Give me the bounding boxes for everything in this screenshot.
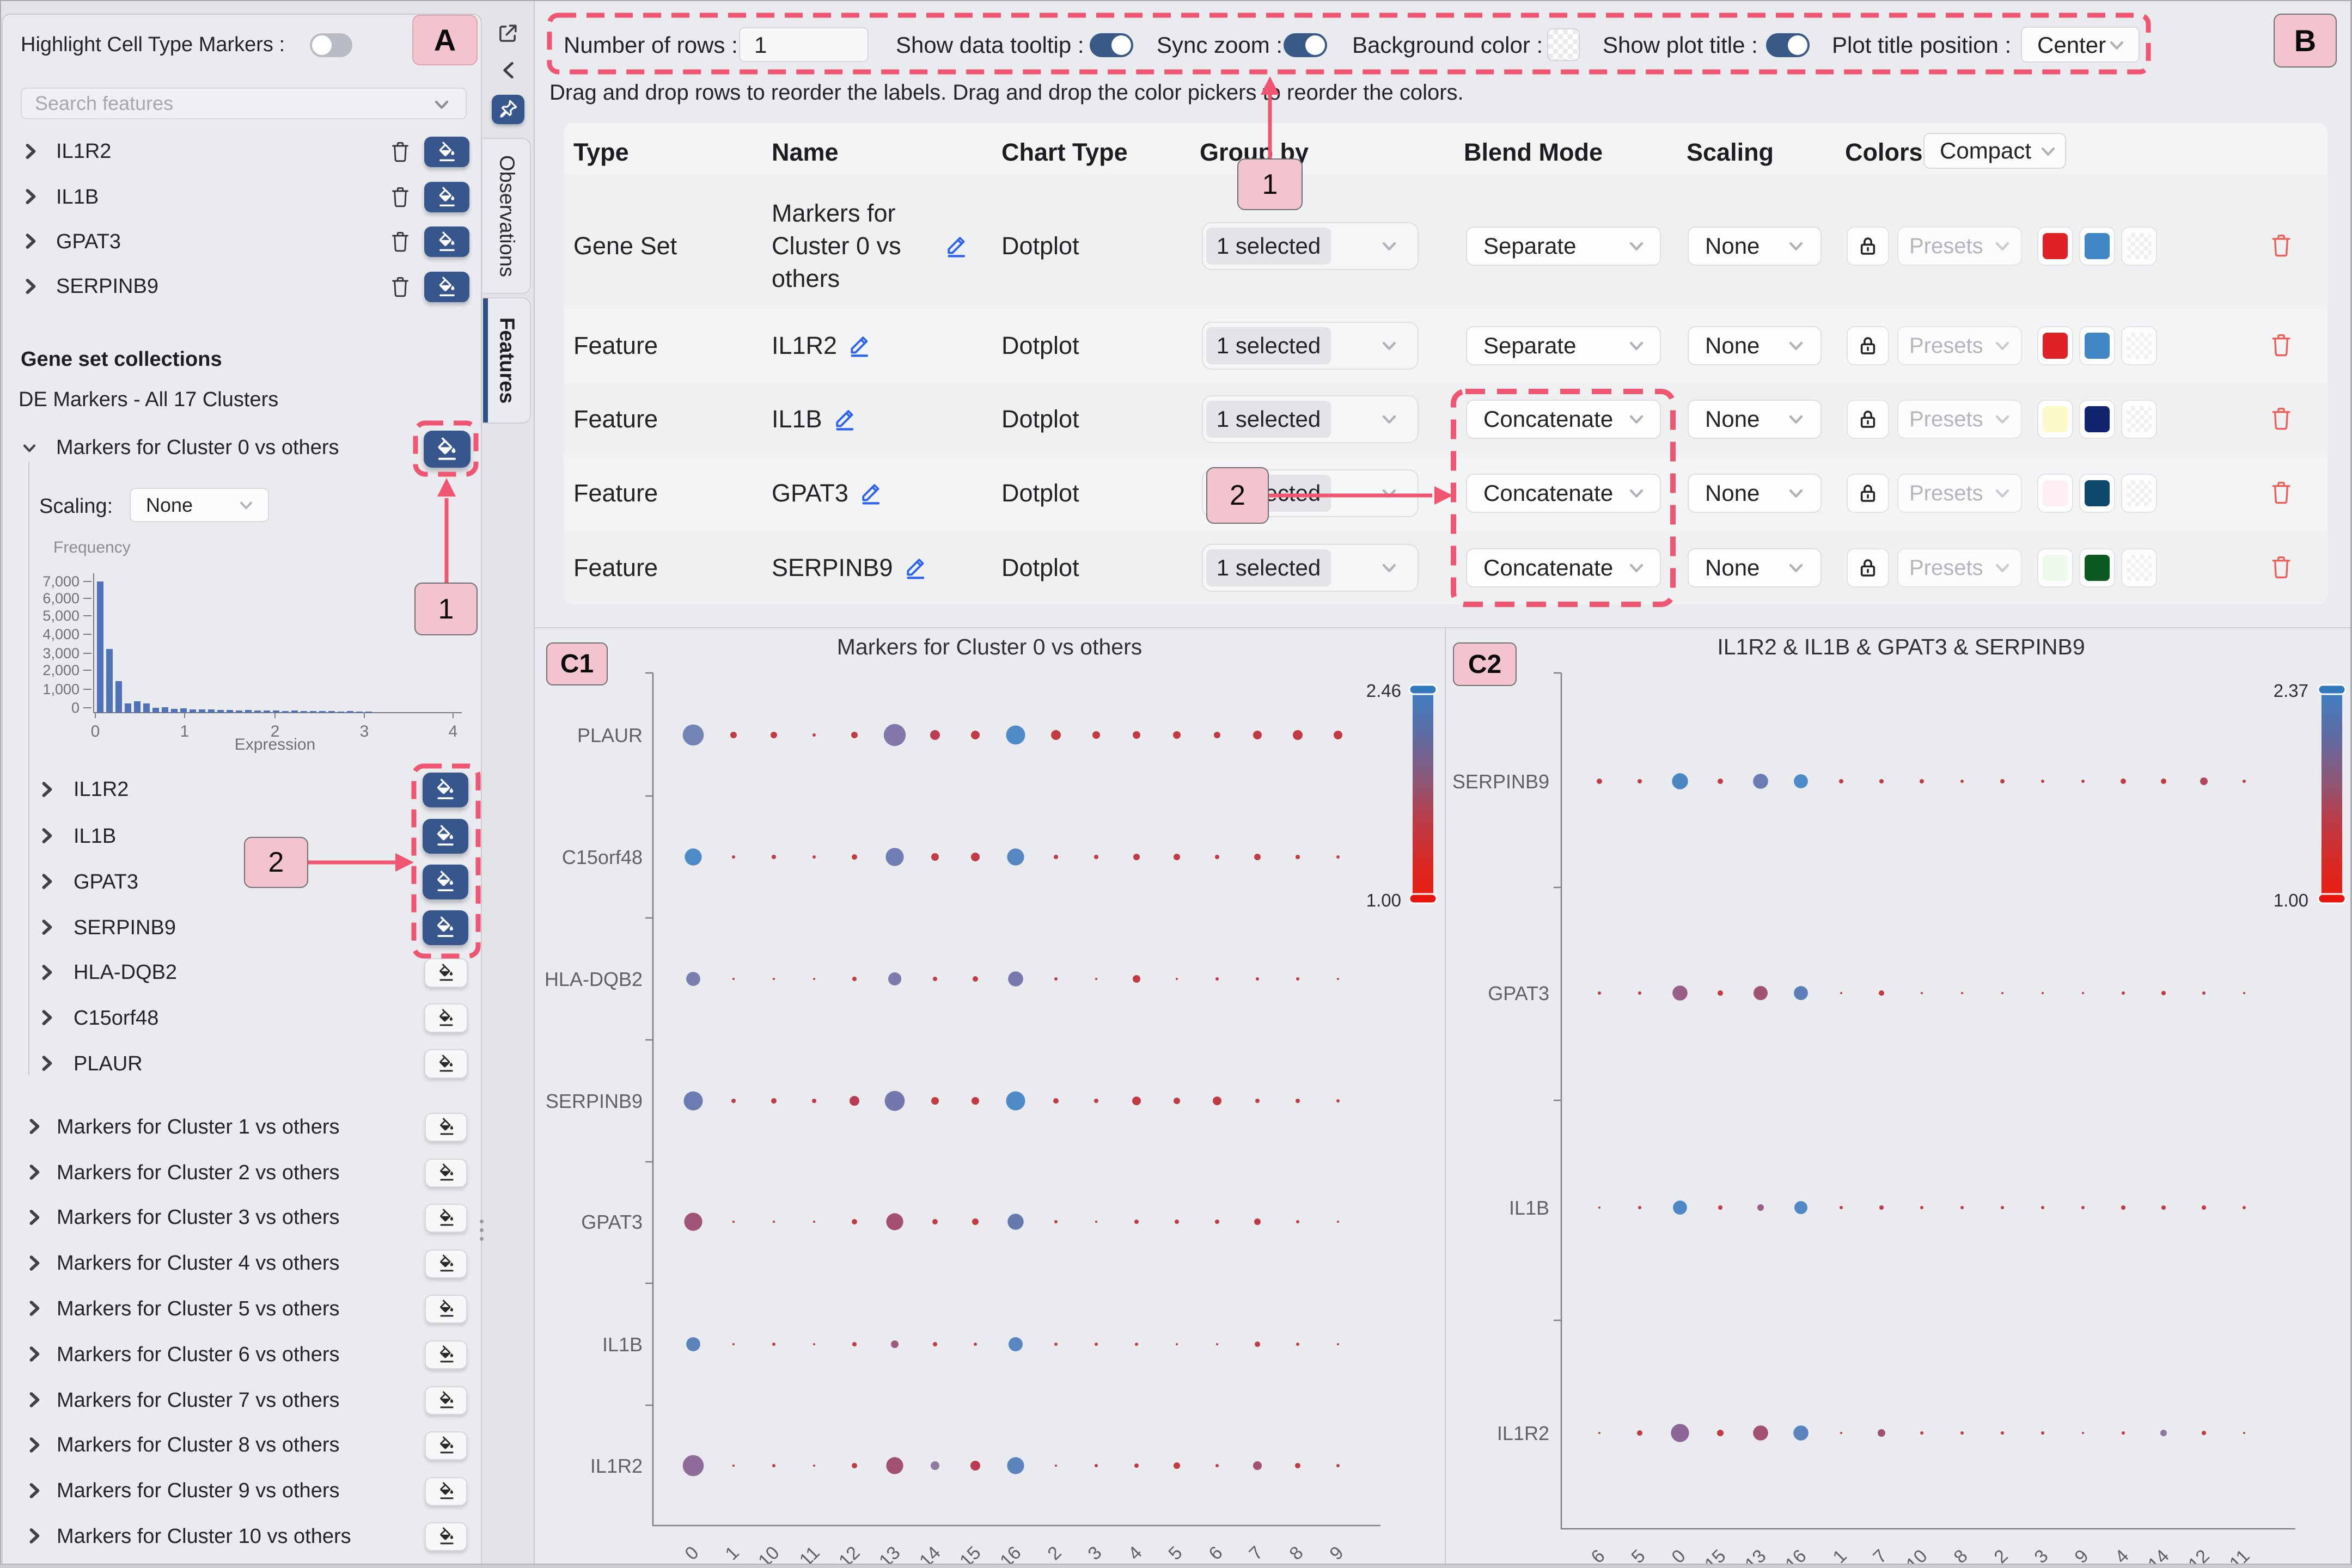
svg-text:9: 9 [1325,1542,1347,1564]
svg-text:4: 4 [2111,1546,2133,1564]
svg-text:3: 3 [2030,1546,2052,1564]
svg-text:7: 7 [1245,1542,1267,1564]
svg-text:1: 1 [721,1542,743,1564]
svg-text:Expression: Expression [235,736,315,754]
svg-text:IL1B: IL1B [602,1333,643,1356]
svg-text:Markers for Cluster 0 vs other: Markers for Cluster 0 vs others [837,634,1143,659]
svg-text:13: 13 [875,1542,905,1564]
svg-text:5,000: 5,000 [42,608,80,624]
svg-text:C15orf48: C15orf48 [562,846,643,868]
svg-text:0: 0 [91,722,100,740]
svg-text:3: 3 [360,722,369,740]
svg-text:4: 4 [1124,1542,1146,1564]
svg-text:IL1B: IL1B [1509,1197,1549,1219]
svg-text:10: 10 [1902,1546,1932,1564]
svg-text:3: 3 [1084,1542,1105,1564]
svg-text:2: 2 [271,722,280,740]
svg-text:2,000: 2,000 [42,662,80,678]
svg-text:7: 7 [1869,1546,1891,1564]
svg-text:13: 13 [1741,1546,1770,1564]
svg-text:8: 8 [1950,1546,1971,1564]
svg-text:4: 4 [449,722,458,740]
svg-text:IL1R2: IL1R2 [1497,1422,1549,1444]
svg-text:14: 14 [2144,1546,2173,1564]
svg-text:9: 9 [2070,1546,2092,1564]
svg-text:11: 11 [796,1542,824,1564]
svg-text:1: 1 [180,722,190,740]
svg-text:1,000: 1,000 [42,681,80,697]
svg-text:5: 5 [1627,1546,1649,1564]
svg-text:GPAT3: GPAT3 [1488,982,1549,1004]
svg-text:16: 16 [996,1542,1025,1564]
svg-text:0: 0 [1667,1546,1689,1564]
svg-text:2: 2 [1043,1542,1065,1564]
svg-text:15: 15 [1701,1546,1730,1564]
svg-text:IL1R2: IL1R2 [590,1455,643,1477]
svg-text:12: 12 [835,1542,864,1564]
svg-text:14: 14 [915,1542,945,1564]
svg-text:2: 2 [1990,1546,2012,1564]
svg-text:1: 1 [1829,1546,1850,1564]
svg-text:SERPINB9: SERPINB9 [546,1090,643,1112]
svg-text:5: 5 [1164,1542,1186,1564]
svg-text:6: 6 [1205,1542,1226,1564]
svg-text:1.00: 1.00 [2274,890,2308,910]
svg-text:7,000: 7,000 [42,573,80,590]
svg-text:4,000: 4,000 [42,626,80,642]
svg-text:12: 12 [2184,1546,2214,1564]
svg-text:2.46: 2.46 [1366,681,1401,701]
svg-text:16: 16 [1781,1546,1811,1564]
svg-text:0: 0 [681,1542,702,1564]
svg-text:2.37: 2.37 [2274,681,2308,701]
svg-text:HLA-DQB2: HLA-DQB2 [545,968,643,990]
svg-text:GPAT3: GPAT3 [581,1211,643,1233]
svg-text:10: 10 [754,1542,784,1564]
svg-text:PLAUR: PLAUR [577,724,643,746]
svg-text:11: 11 [2226,1546,2254,1564]
svg-text:1.00: 1.00 [1366,890,1401,910]
svg-text:0: 0 [71,700,80,716]
svg-text:8: 8 [1285,1542,1307,1564]
svg-text:IL1R2 & IL1B & GPAT3 & SERPINB: IL1R2 & IL1B & GPAT3 & SERPINB9 [1717,634,2085,659]
svg-text:SERPINB9: SERPINB9 [1452,770,1549,793]
svg-text:3,000: 3,000 [42,645,80,661]
svg-text:6,000: 6,000 [42,590,80,607]
svg-text:15: 15 [956,1542,985,1564]
svg-text:Frequency: Frequency [53,538,131,556]
svg-text:6: 6 [1587,1546,1609,1564]
